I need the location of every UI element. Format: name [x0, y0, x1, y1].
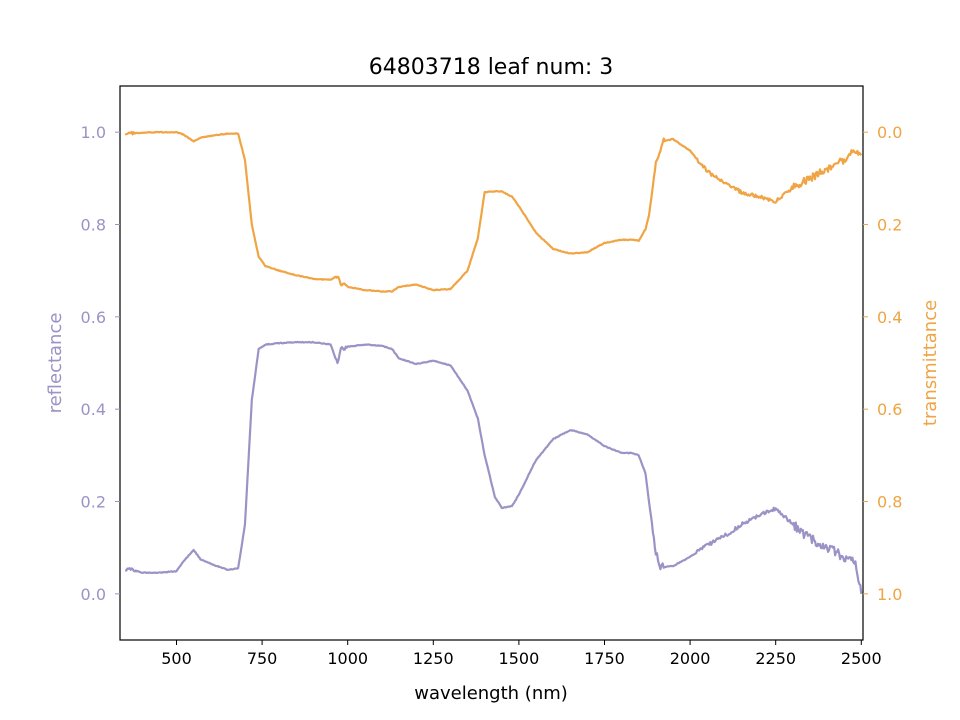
y-tick-label: 0.4	[81, 400, 106, 419]
x-tick-label: 2500	[841, 649, 882, 668]
y-axis-title: reflectance	[45, 313, 66, 414]
y2-axis-title: transmittance	[920, 300, 941, 426]
x-tick-label: 500	[161, 649, 192, 668]
y2-tick-label: 0.6	[877, 400, 902, 419]
x-tick-label: 2250	[755, 649, 796, 668]
series-layer	[124, 130, 863, 594]
y2-tick-label: 0.2	[877, 216, 902, 235]
x-tick-label: 1000	[327, 649, 368, 668]
x-axis: 500 750 1000 1250 1500 1750 2000 2250 2500	[161, 640, 882, 668]
plot-frame	[119, 85, 864, 641]
x-tick-label: 750	[247, 649, 278, 668]
y2-tick-label: 0.0	[877, 123, 902, 142]
y-tick-label: 1.0	[81, 123, 106, 142]
y2-tick-label: 0.4	[877, 308, 902, 327]
y-tick-label: 0.6	[81, 308, 106, 327]
y2-tick-label: 1.0	[877, 585, 902, 604]
x-axis-title: wavelength (nm)	[414, 683, 568, 704]
series-line-transmittance	[124, 130, 863, 293]
y2-tick-label: 0.8	[877, 493, 902, 512]
x-tick-label: 1500	[499, 649, 540, 668]
y-tick-label: 0.2	[81, 493, 106, 512]
y-tick-label: 0.0	[81, 585, 106, 604]
y-tick-label: 0.8	[81, 216, 106, 235]
series-line-reflectance	[124, 340, 863, 594]
y-axis-left: 0.0 0.2 0.4 0.6 0.8 1.0	[81, 123, 120, 604]
x-tick-label: 1750	[584, 649, 625, 668]
y-axis-right: 1.0 0.8 0.6 0.4 0.2 0.0	[863, 123, 902, 604]
chart-title: 64803718 leaf num: 3	[369, 55, 614, 80]
x-tick-label: 2000	[670, 649, 711, 668]
x-tick-label: 1250	[413, 649, 454, 668]
